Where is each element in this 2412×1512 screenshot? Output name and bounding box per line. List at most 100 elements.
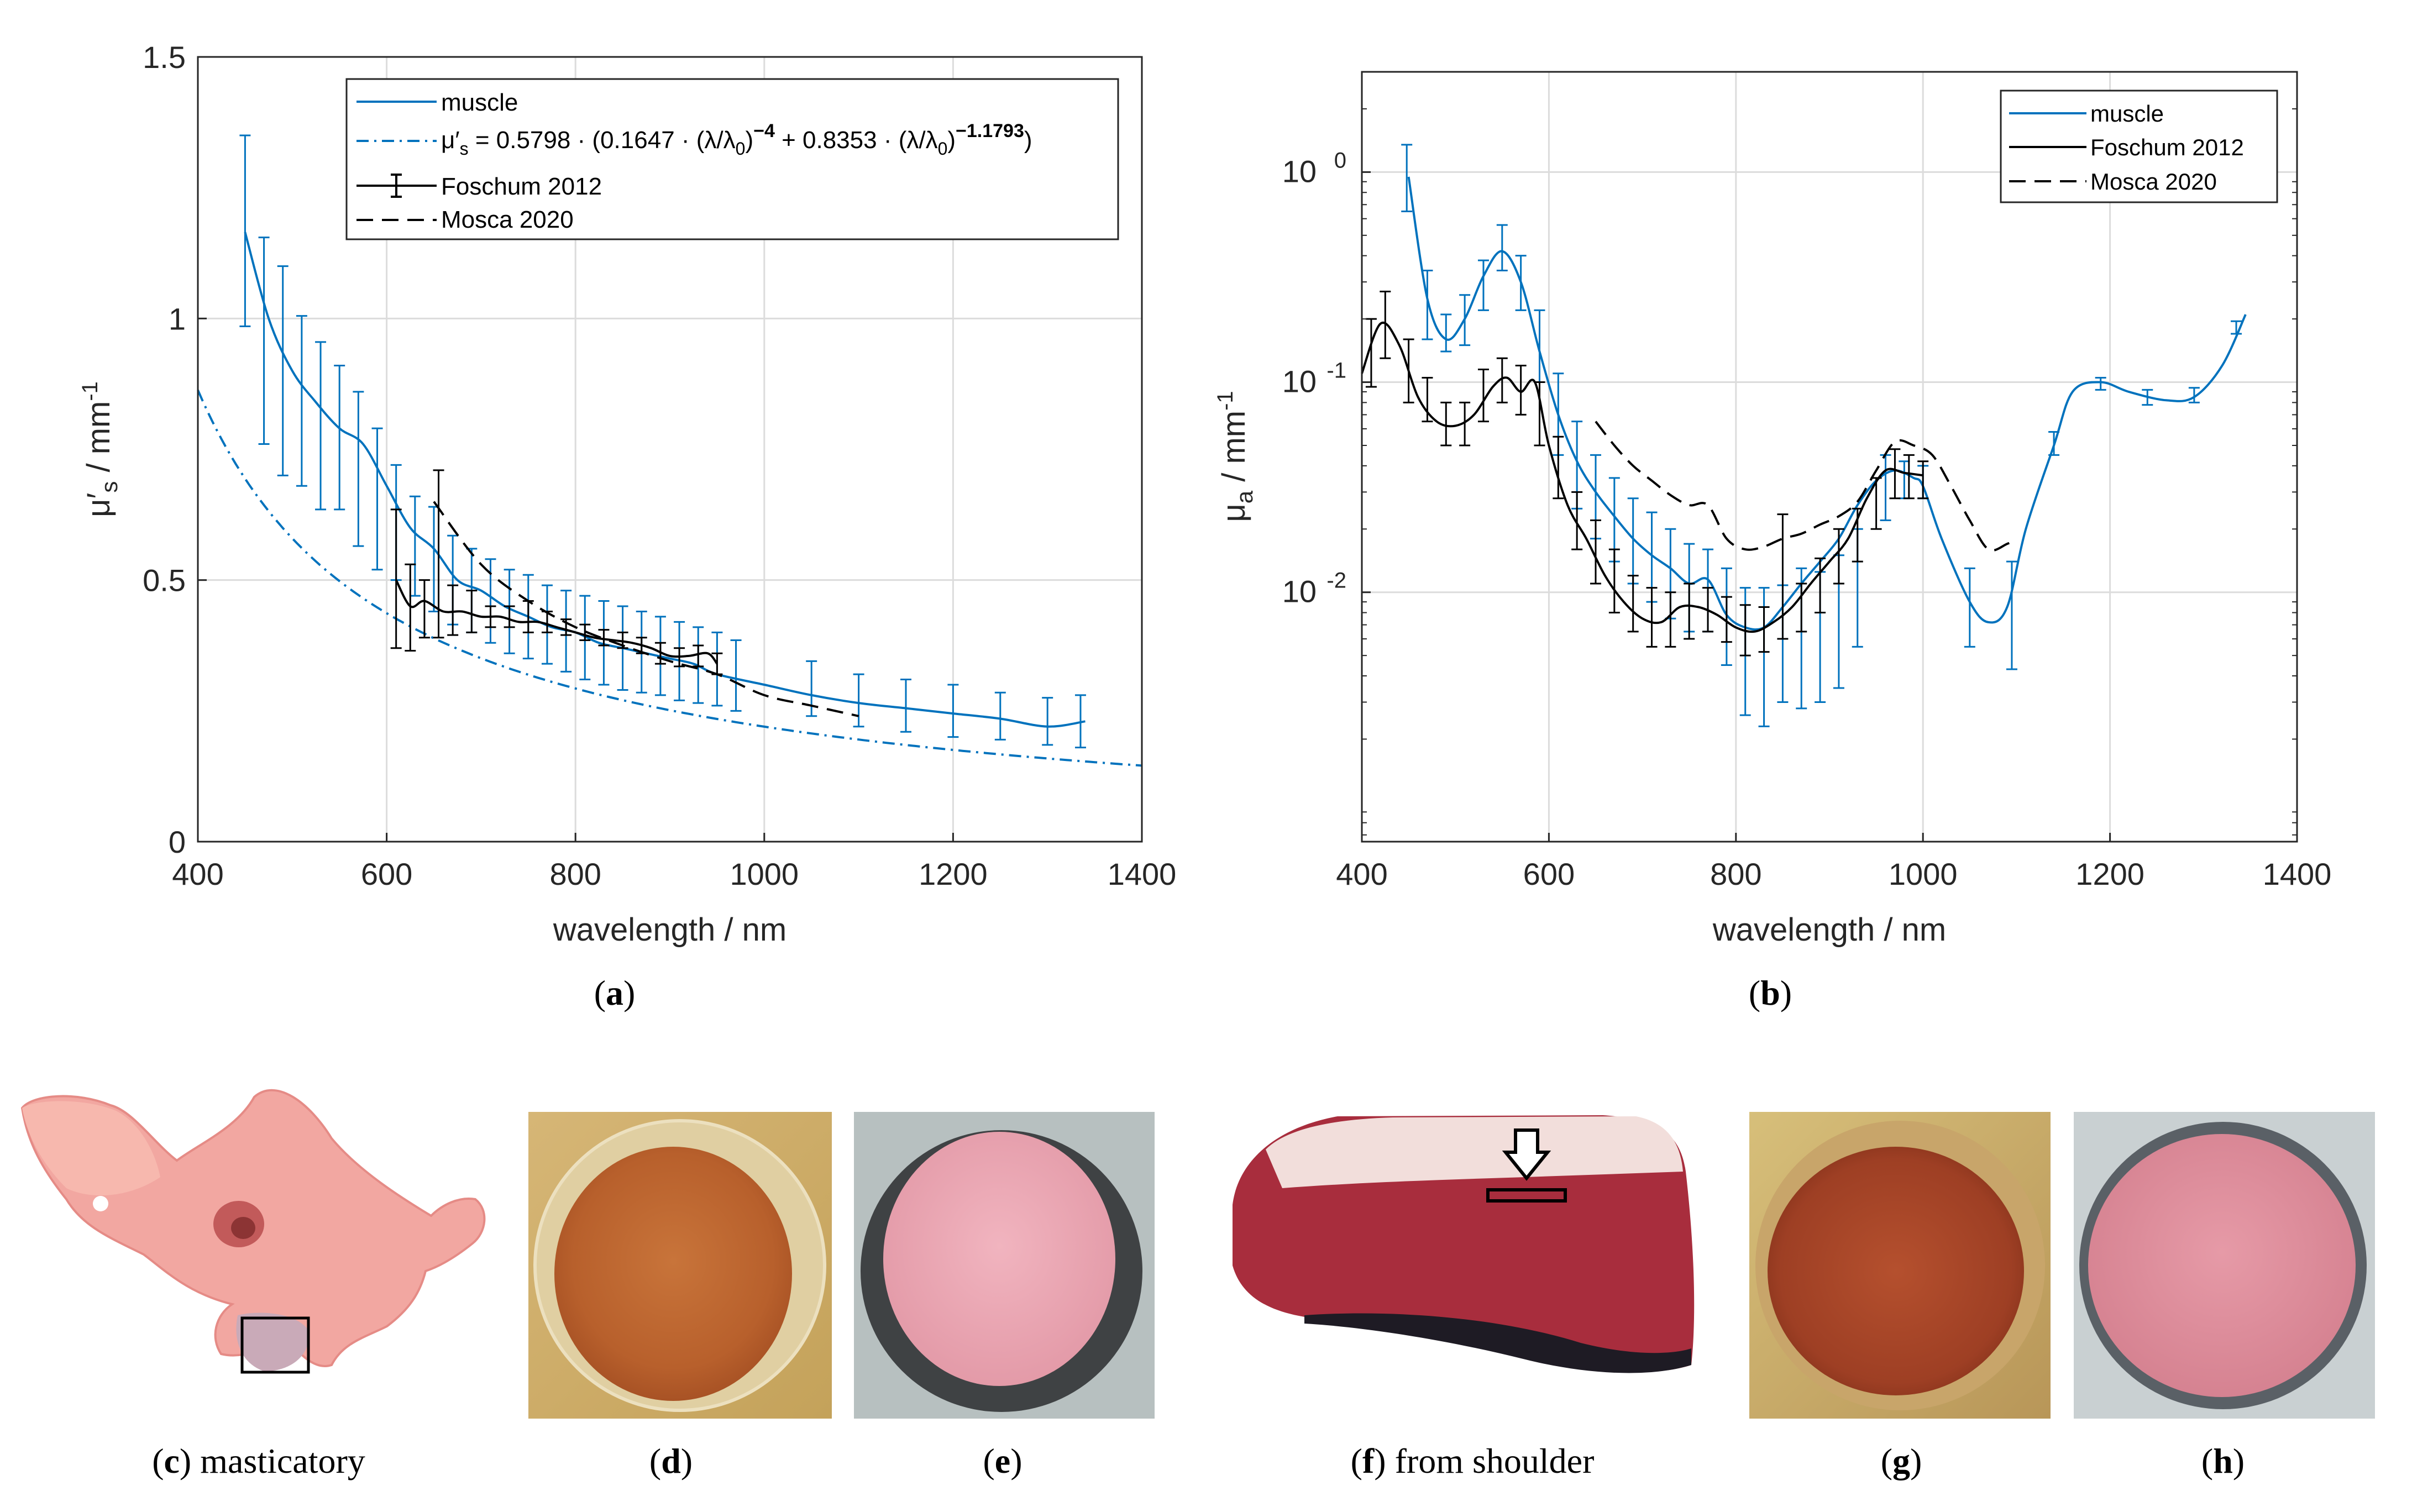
- photo-h-tissue: [2088, 1134, 2356, 1397]
- chart-b-foschum-2012-error-bars-item: [1534, 381, 1545, 447]
- chart-a-xtick-label: 1400: [1108, 857, 1177, 891]
- chart-b-mosca-2020-line: [1595, 421, 2017, 552]
- fit-mid1: = 0.5798 · (0.1647 · (λ/λ: [469, 127, 736, 154]
- chart-a-muscle-error-bars-item: [239, 134, 251, 328]
- fit-mid4: ): [947, 127, 956, 154]
- caption-d-label: d: [661, 1441, 681, 1481]
- chart-b-muscle-error-bars-item: [1401, 144, 1413, 213]
- chart-b-foschum-2012-error-bars-item: [1403, 338, 1414, 403]
- fit-mu: μ′: [441, 127, 460, 154]
- chart-a-muscle-error-bars-item: [277, 265, 289, 476]
- chart-b-foschum-2012-error-bars-item: [1380, 291, 1391, 359]
- caption-d: (d): [649, 1441, 693, 1481]
- chart-b-muscle-error-bars-item: [2095, 376, 2106, 391]
- photo-g-tissue: [1768, 1147, 2024, 1395]
- chart-a-xtick-label: 1200: [919, 857, 988, 891]
- chart-a-legend-foschum-swatch: [356, 174, 437, 198]
- pig-jaw-region: [236, 1313, 310, 1372]
- masticatory-region-box: [240, 1316, 310, 1374]
- chart-b-foschum-2012-error-bars-item: [1665, 591, 1676, 648]
- chart-b-muscle-error-bars-item: [1964, 567, 1975, 648]
- chart-b-foschum-2012-error-bars-item: [1702, 587, 1714, 633]
- chart-b-foschum-2012-error-bars-item: [1459, 401, 1471, 447]
- photo-h-shoulder-sample: [2074, 1112, 2375, 1419]
- chart-a-muscle-error-bars-item: [730, 639, 742, 712]
- chart-b-muscle-error-bars-item: [2142, 389, 2153, 406]
- chart-b-foschum-2012-error-bars-item: [1684, 582, 1695, 640]
- chart-b-xtick-label: 800: [1710, 857, 1761, 891]
- chart-b-foschum-2012-error-bars-item: [1477, 368, 1489, 423]
- chart-b-ylabel-sup: -1: [1213, 391, 1238, 411]
- chart-a-muscle-error-bars-item: [947, 684, 959, 738]
- chart-a-legend-mosca-label: Mosca 2020: [441, 206, 574, 233]
- fit-end: ): [1024, 127, 1032, 154]
- photo-d-masticatory-sample: [528, 1112, 832, 1419]
- fit-mid2: ): [745, 127, 753, 154]
- chart-a-foschum-2012-error-bars-item: [485, 605, 496, 628]
- chart-b-foschum-2012-error-bars-item: [1571, 491, 1583, 550]
- chart-a-series-layer: [197, 134, 1142, 767]
- chart-b-foschum-2012-error-bars-item: [1889, 448, 1901, 500]
- ear-tag-hole: [93, 1196, 108, 1211]
- chart-a-scattering: 400 600 800 1000 1200 1400 0 0.5 1 1.5 wavelength…: [78, 40, 1176, 948]
- caption-a-label: a: [606, 973, 623, 1012]
- chart-b-foschum-2012-error-bars-item: [1608, 548, 1620, 614]
- chart-a-muscle-error-bars-item: [994, 691, 1006, 741]
- chart-a-foschum-2012-error-bars-item: [418, 579, 430, 639]
- chart-a-ytick-label: 1.5: [143, 40, 186, 75]
- chart-a-muscle-error-bars-item: [353, 391, 364, 547]
- fit-sub-0a: 0: [736, 139, 746, 159]
- chart-b-foschum-2012-error-bars-item: [1796, 582, 1807, 633]
- chart-b-foschum-2012-error-bars-item: [1646, 587, 1658, 648]
- fit-mid3: + 0.8353 · (λ/λ: [775, 127, 938, 154]
- chart-a-foschum-2012-error-bars-item: [433, 469, 444, 639]
- chart-b-legend-mosca-label: Mosca 2020: [2090, 169, 2217, 195]
- chart-a-foschum-2012-error-bars-item: [405, 563, 416, 652]
- pig-eye-inner: [231, 1217, 255, 1239]
- caption-c-text: masticatory: [191, 1441, 365, 1481]
- chart-a-ylabel-main: μ′: [81, 493, 117, 517]
- chart-a-ylabel-unit: / mm: [81, 401, 117, 481]
- caption-c: (c) masticatory: [152, 1441, 365, 1481]
- caption-g: (g): [1881, 1441, 1922, 1481]
- chart-b-xtick-label: 400: [1336, 857, 1387, 891]
- ytick-base: 10: [1282, 154, 1317, 188]
- chart-a-foschum-2012-error-bars-item: [504, 605, 515, 628]
- chart-a-foschum-2012-line: [395, 579, 719, 665]
- shoulder-fat-layer: [1266, 1116, 1683, 1188]
- chart-b-ytick-exp: -2: [1326, 569, 1346, 593]
- caption-h: (h): [2201, 1441, 2245, 1481]
- chart-a-muscle-error-bars-item: [806, 660, 817, 717]
- chart-b-absorption: 400 600 800 1000 1200 1400 10 -2 10 -1 10 0 wavelen…: [1213, 71, 2332, 948]
- shoulder-skin-edge: [1304, 1313, 1691, 1373]
- chart-b-axes-box: [1361, 71, 2298, 843]
- chart-b-muscle-error-bars-item: [1459, 294, 1471, 347]
- chart-a-ylabel-sub: s: [96, 481, 122, 493]
- chart-a-xtick-label: 400: [172, 857, 223, 891]
- chart-a-foschum-2012-error-bars-item: [447, 584, 459, 636]
- chart-b-foschum-2012-error-bars-item: [1852, 507, 1863, 563]
- chart-a-foschum-2012-error-bars-item: [674, 647, 685, 668]
- caption-h-label: h: [2213, 1441, 2233, 1481]
- chart-b-muscle-error-bars-item: [1477, 259, 1489, 311]
- chart-b-foschum-2012-error-bars-item: [1365, 318, 1377, 388]
- caption-f: (f) from shoulder: [1351, 1441, 1595, 1481]
- chart-a-foschum-2012-error-bars-item: [390, 508, 402, 649]
- chart-b-series-layer: [1361, 144, 2247, 727]
- chart-b-muscle-error-bars-item: [1515, 255, 1527, 311]
- caption-f-text: from shoulder: [1386, 1441, 1595, 1481]
- caption-e-label: e: [995, 1441, 1010, 1481]
- chart-b-xtick-label: 1400: [2263, 857, 2332, 891]
- chart-a-ylabel-sup: -1: [78, 381, 102, 401]
- chart-a-muscle-error-bars-item: [409, 495, 421, 597]
- chart-a-xtick-label: 800: [549, 857, 601, 891]
- chart-b-muscle-error-bars-item: [2048, 431, 2060, 456]
- chart-a-muscle-error-bars-item: [258, 237, 270, 445]
- arrow-down-icon: [1502, 1128, 1551, 1181]
- chart-b-xtick-label: 1000: [1889, 857, 1958, 891]
- chart-a-foschum-2012-error-bars-item: [598, 629, 610, 647]
- chart-b-ylabel-main: μ: [1216, 503, 1252, 522]
- chart-b-ylabel: μa / mm-1: [1213, 391, 1257, 522]
- chart-b-muscle-error-bars-item: [2006, 560, 2017, 670]
- photo-e-masticatory-sample: [854, 1112, 1155, 1419]
